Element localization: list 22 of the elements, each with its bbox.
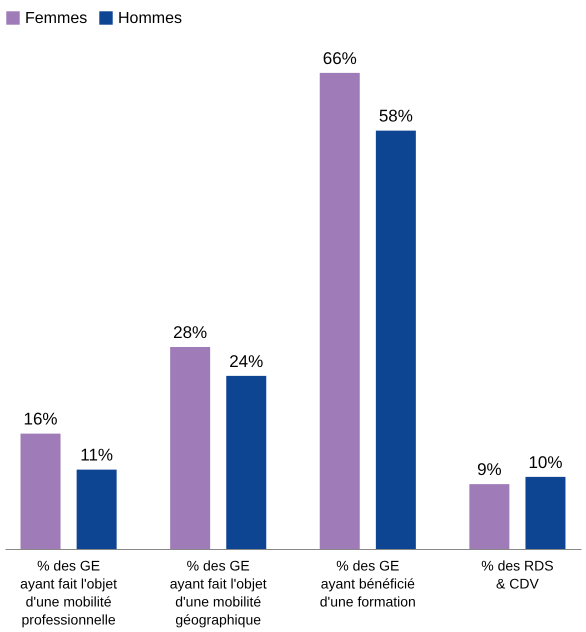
data-label: 66% [322, 48, 357, 68]
bar [320, 72, 360, 549]
bar [170, 347, 210, 549]
data-label: 58% [378, 106, 413, 126]
data-label: 16% [24, 410, 58, 429]
bar [226, 376, 266, 549]
bar [469, 484, 510, 549]
bar [525, 476, 566, 549]
data-label: 11% [80, 446, 114, 465]
x-tick-label: % des GE ayant fait l'objet d'une mobilité géographique [170, 558, 267, 628]
bar [76, 470, 117, 549]
x-tick-label: % des GE ayant bénéficié d'une formation [320, 558, 416, 610]
data-label: 28% [173, 323, 208, 342]
data-label: 9% [477, 460, 502, 480]
legend-label: Femmes [25, 10, 88, 27]
x-tick-label: % des RDS & CDV [481, 558, 554, 592]
x-tick-label: % des GE ayant fait l'objet d'une mobilité professionnelle [20, 558, 118, 628]
data-label: 10% [528, 452, 562, 472]
bar [376, 130, 416, 549]
data-label: 24% [229, 352, 264, 371]
legend-label: Hommes [118, 10, 182, 27]
bar [20, 434, 61, 549]
